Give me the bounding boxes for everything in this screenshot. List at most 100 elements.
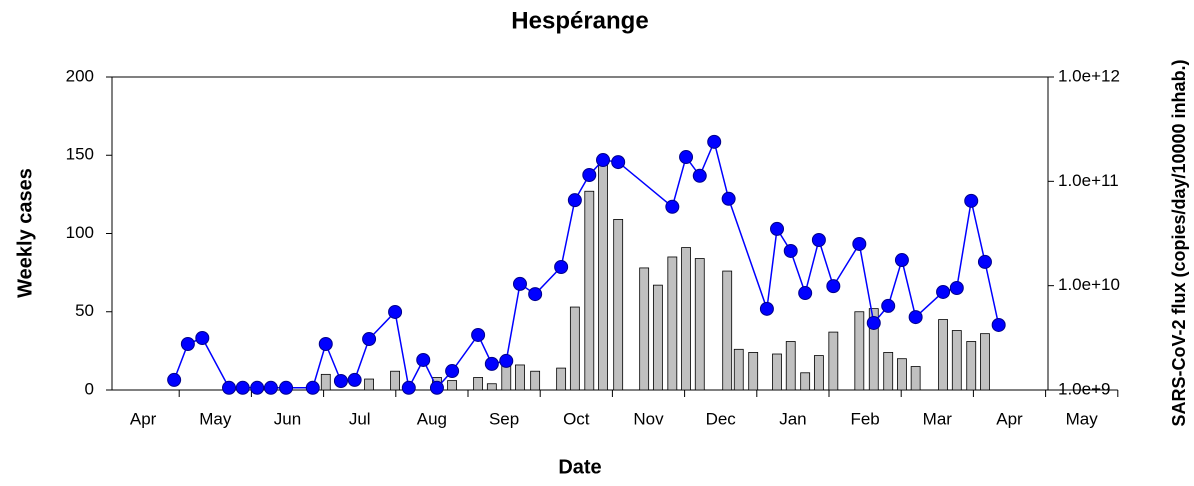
bar <box>515 364 525 391</box>
bar <box>613 219 624 391</box>
marker <box>852 236 867 251</box>
marker <box>528 287 543 302</box>
x-tick-label: Sep <box>489 409 519 428</box>
marker <box>866 315 881 330</box>
bar <box>667 256 678 391</box>
marker <box>949 280 964 295</box>
marker <box>665 199 680 214</box>
marker <box>908 310 923 325</box>
marker <box>554 259 569 274</box>
marker <box>279 380 294 395</box>
bar <box>681 247 691 391</box>
x-tick-label: May <box>1066 409 1099 428</box>
x-tick-label: Jan <box>779 409 806 428</box>
x-tick-label: Aug <box>417 409 447 428</box>
bar <box>639 267 650 391</box>
marker <box>484 356 499 371</box>
y-tick-label: 150 <box>66 145 94 164</box>
marker <box>445 364 460 379</box>
marker <box>894 253 909 268</box>
y2-tick-label: 1.0e+11 <box>1058 171 1119 190</box>
marker <box>759 301 774 316</box>
marker <box>416 352 431 367</box>
y2-tick-label: 1.0e+10 <box>1058 275 1120 294</box>
marker <box>582 168 597 183</box>
bar <box>569 306 580 391</box>
bar <box>364 378 374 391</box>
y2-tick-label: 1.0e+12 <box>1058 66 1120 85</box>
bar <box>530 370 541 391</box>
bar <box>694 258 705 391</box>
bar <box>722 270 733 391</box>
bar <box>854 311 865 391</box>
bar <box>883 352 894 391</box>
marker <box>195 331 210 346</box>
marker <box>707 134 722 149</box>
marker <box>881 298 896 313</box>
marker <box>499 353 514 368</box>
marker <box>263 380 278 395</box>
bar <box>785 341 796 391</box>
chart-title: Hespérange <box>511 7 648 34</box>
bar <box>828 331 839 391</box>
bar <box>772 353 782 391</box>
y2-tick-label: 1.0e+9 <box>1058 379 1110 398</box>
marker <box>936 284 951 299</box>
bar <box>800 372 811 391</box>
x-tick-label: Jun <box>274 409 301 428</box>
bar <box>473 377 484 391</box>
x-tick-label: May <box>199 409 232 428</box>
bar <box>813 355 824 391</box>
bar <box>652 284 663 391</box>
bar <box>938 319 948 391</box>
marker <box>222 380 237 395</box>
bar <box>390 370 400 391</box>
marker <box>333 373 348 388</box>
bar <box>910 366 921 391</box>
marker <box>770 221 785 236</box>
marker <box>964 193 979 208</box>
marker <box>679 150 694 165</box>
marker <box>305 380 320 395</box>
marker <box>362 332 377 347</box>
marker <box>798 286 813 301</box>
bar <box>733 348 744 391</box>
x-tick-label: Apr <box>996 409 1023 428</box>
y-tick-label: 0 <box>85 379 94 398</box>
bar <box>584 190 595 391</box>
marker <box>512 276 527 291</box>
y-tick-label: 50 <box>75 301 94 320</box>
marker <box>235 380 250 395</box>
x-tick-label: Mar <box>923 409 953 428</box>
marker <box>991 317 1006 332</box>
bar <box>748 352 759 391</box>
bar <box>966 341 977 391</box>
x-tick-label: Feb <box>850 409 879 428</box>
bar <box>486 383 497 391</box>
marker <box>692 168 707 183</box>
marker <box>250 380 265 395</box>
marker <box>977 254 992 269</box>
bar <box>320 373 331 391</box>
marker <box>471 327 486 342</box>
marker <box>429 380 444 395</box>
marker <box>318 336 333 351</box>
marker <box>596 153 611 168</box>
x-axis-title: Date <box>558 456 601 478</box>
x-tick-label: Nov <box>633 409 664 428</box>
x-tick-label: Apr <box>130 409 157 428</box>
marker <box>180 336 195 351</box>
bar <box>951 330 962 391</box>
marker <box>388 304 403 319</box>
marker <box>401 380 416 395</box>
x-tick-label: Dec <box>706 409 737 428</box>
x-tick-label: Jul <box>349 409 371 428</box>
marker <box>783 243 798 258</box>
marker <box>567 193 582 208</box>
y-axis-title: Weekly cases <box>14 168 36 298</box>
marker <box>721 191 736 206</box>
bar <box>556 367 567 391</box>
y-tick-label: 200 <box>66 66 94 85</box>
bar <box>868 308 879 391</box>
